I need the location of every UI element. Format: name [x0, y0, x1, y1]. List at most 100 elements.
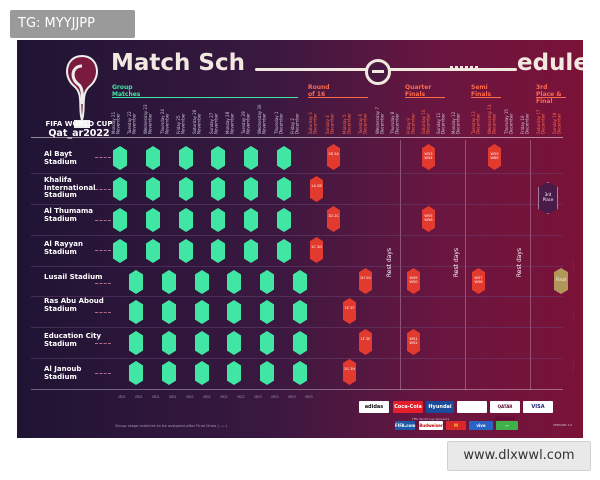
group-footer: MD1 [118, 395, 126, 399]
stadium-label: Lusail Stadium [44, 273, 103, 281]
row-connector [95, 312, 111, 314]
r16-label: 1A 2B [311, 184, 322, 188]
column-separator [465, 140, 466, 390]
date-column: Saturday 26 November [192, 109, 202, 134]
date-column: Saturday 10 December [421, 109, 431, 134]
supporter-fifa: FIFA.com [395, 421, 416, 430]
sf-label: W57 W58 [474, 276, 483, 284]
group-match [179, 146, 193, 170]
page-title-left: Match Sch [111, 50, 245, 76]
group-match [293, 331, 307, 355]
qf-match: W49 W50 [407, 268, 420, 294]
group-match [211, 146, 225, 170]
group-match [195, 270, 209, 294]
match-schedule-poster: FIFA WORLD CUP Qat_ar2022 Match Sch edul… [17, 40, 583, 438]
row-divider [31, 204, 563, 205]
group-match [244, 177, 258, 201]
stadium-label: Al Thumama Stadium [44, 207, 94, 223]
group-match [113, 146, 127, 170]
row-divider [31, 358, 563, 359]
phase-round-of-16: Round of 16 [308, 84, 330, 98]
date-column: Thursday 1 December [274, 111, 284, 134]
sf-label: W59 W60 [490, 152, 499, 160]
group-match [260, 270, 274, 294]
qf-label: W49 W50 [409, 276, 418, 284]
phase-group-line [112, 97, 298, 98]
group-footer: MD2 [186, 395, 194, 399]
group-match [244, 146, 258, 170]
group-match [293, 361, 307, 385]
rest-days-label: Rest days [516, 248, 523, 278]
qf-label: W55 W56 [424, 214, 433, 222]
date-column: Friday 9 December [406, 113, 416, 134]
qf-label: W53 W54 [424, 152, 433, 160]
rest-days-label: Rest days [386, 248, 393, 278]
date-column: Sunday 18 December [552, 112, 562, 134]
header-rule [31, 137, 563, 138]
group-match [227, 331, 241, 355]
group-match [227, 300, 241, 324]
group-match [195, 300, 209, 324]
group-match [293, 270, 307, 294]
row-divider [31, 235, 563, 236]
row-connector [95, 189, 111, 191]
group-match [179, 208, 193, 232]
phase-group-matches: Group Matches [112, 84, 141, 98]
row-divider [31, 296, 563, 297]
date-column: Wednesday 14 December [487, 104, 497, 134]
date-column: Tuesday 6 December [358, 113, 368, 134]
group-match [162, 331, 176, 355]
group-footer: MD3 [254, 395, 262, 399]
group-footer: MD3 [271, 395, 279, 399]
date-column: Sunday 27 November [209, 112, 219, 134]
date-column: Monday 12 December [451, 111, 461, 134]
group-match [162, 361, 176, 385]
group-match [260, 361, 274, 385]
r16-match: 1A 2B [310, 176, 323, 202]
group-match [129, 300, 143, 324]
watermark-link[interactable]: www.dlxwwl.com [447, 441, 591, 471]
date-column: Monday 5 December [342, 113, 352, 134]
third-place-label: 3rd Place [542, 192, 554, 202]
page-title-right: edule [517, 50, 583, 76]
group-footer: MD1 [169, 395, 177, 399]
qf-match: W51 W52 [407, 329, 420, 355]
group-footer: MD2 [220, 395, 228, 399]
final-match: Final [554, 268, 568, 294]
group-footer: MD2 [237, 395, 245, 399]
sponsor-coca-cola: Coca-Cola [393, 401, 423, 413]
group-match [195, 361, 209, 385]
phase-qf-line [405, 97, 445, 98]
group-match [227, 270, 241, 294]
side-note: · · · · · · [572, 260, 576, 273]
qf-label: W51 W52 [409, 337, 418, 345]
group-match [146, 208, 160, 232]
phase-quarter-finals: Quarter Finals [405, 84, 432, 98]
r16-label: 1E 2F [344, 306, 355, 310]
group-match [179, 239, 193, 263]
date-column: Sunday 11 December [436, 112, 446, 134]
date-column: Thursday 15 December [504, 109, 514, 134]
sponsor-hyundai: Hyundai [426, 401, 454, 413]
r16-label: 1C 2D [311, 245, 322, 249]
r16-label: 1H 2G [359, 276, 372, 280]
row-divider [31, 173, 563, 174]
stadium-label: Khalifa International Stadium [44, 176, 96, 199]
group-match [129, 361, 143, 385]
group-match [260, 300, 274, 324]
group-match [277, 177, 291, 201]
group-footer: MD1 [135, 395, 143, 399]
phase-semi-finals: Semi Finals [471, 84, 492, 98]
date-column: Monday 21 November [111, 111, 121, 134]
row-divider [31, 266, 563, 267]
group-match [211, 239, 225, 263]
r16-match: 1H 2G [359, 268, 372, 294]
column-separator [400, 140, 401, 390]
group-match [211, 208, 225, 232]
r16-label: 1G 2H [343, 367, 356, 371]
date-column: Wednesday 23 November [143, 104, 153, 134]
group-match [113, 239, 127, 263]
account-tag: TG: MYYJJPP [10, 10, 135, 38]
group-match [195, 331, 209, 355]
side-note: · · · · · · [572, 360, 576, 373]
